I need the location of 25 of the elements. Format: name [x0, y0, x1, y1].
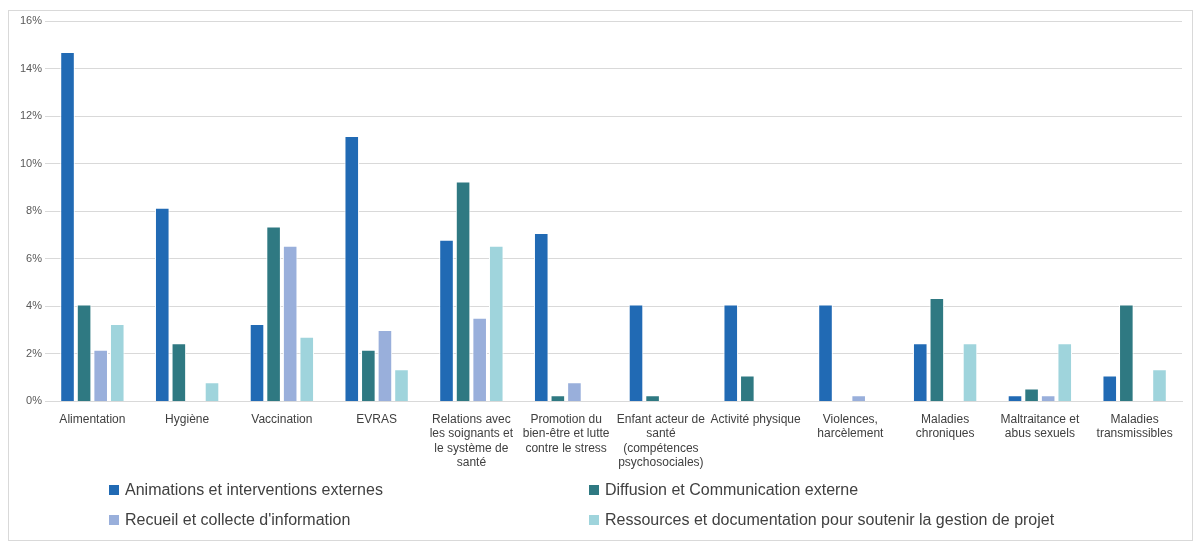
x-tick-label: Enfant acteur de santé (compétences psychosociales) [616, 411, 706, 470]
x-tick-label: Hygiène [165, 411, 210, 426]
x-tick-label: Promotion du bien-être et lutte contre le stress [522, 411, 610, 455]
legend-label: Diffusion et Communication externe [605, 481, 859, 499]
x-tick-label: Activité physique [710, 411, 801, 426]
y-tick-label: 10% [19, 156, 43, 169]
x-tick-label: Violences, harcèlement [817, 411, 885, 441]
y-tick-label: 4% [26, 299, 43, 312]
y-tick-label: 12% [19, 109, 43, 122]
y-tick-label: 14% [19, 61, 43, 74]
y-tick-label: 16% [19, 14, 43, 27]
y-tick-label: 8% [26, 204, 43, 217]
x-tick-label: Relations avec les soignants et le système de santé [429, 411, 514, 470]
y-tick-label: 6% [26, 251, 43, 264]
x-tick-label: Maladies transmissibles [1096, 411, 1173, 441]
x-tick-label: Maladies chroniques [915, 411, 975, 441]
x-tick-label: Alimentation [59, 411, 126, 426]
y-tick-label: 2% [26, 346, 43, 359]
x-tick-label: Vaccination [251, 411, 313, 426]
x-tick-label: EVRAS [356, 411, 397, 426]
y-tick-label: 0% [26, 394, 43, 407]
legend-label: Recueil et collecte d'information [125, 511, 351, 529]
legend-label: Ressources et documentation pour soutenir la gestion de projet [605, 511, 1055, 529]
x-tick-label: Maltraitance et abus sexuels [1000, 411, 1080, 441]
legend-label: Animations et interventions externes [125, 481, 383, 499]
